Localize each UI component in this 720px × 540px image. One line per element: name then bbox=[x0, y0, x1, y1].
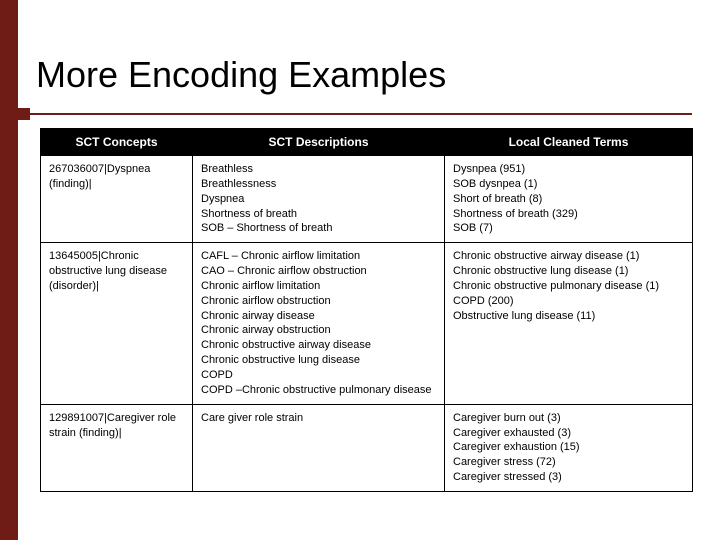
description-line: Chronic airway disease bbox=[201, 309, 436, 324]
local-term-line: SOB dysnpea (1) bbox=[453, 177, 684, 192]
local-term-line: Caregiver stressed (3) bbox=[453, 470, 684, 485]
encoding-table: SCT Concepts SCT Descriptions Local Clea… bbox=[40, 128, 693, 492]
local-term-line: Dysnpea (951) bbox=[453, 162, 684, 177]
local-term-line: Caregiver exhaustion (15) bbox=[453, 440, 684, 455]
description-line: Chronic obstructive airway disease bbox=[201, 338, 436, 353]
local-term-line: Caregiver burn out (3) bbox=[453, 411, 684, 426]
table-header-row: SCT Concepts SCT Descriptions Local Clea… bbox=[41, 129, 693, 156]
cell-local-terms: Dysnpea (951)SOB dysnpea (1)Short of bre… bbox=[445, 156, 693, 243]
description-line: SOB – Shortness of breath bbox=[201, 221, 436, 236]
description-line: Breathless bbox=[201, 162, 436, 177]
cell-local-terms: Caregiver burn out (3)Caregiver exhauste… bbox=[445, 404, 693, 491]
local-term-line: Chronic obstructive pulmonary disease (1… bbox=[453, 279, 684, 294]
local-term-line: Shortness of breath (329) bbox=[453, 207, 684, 222]
local-term-line: Chronic obstructive lung disease (1) bbox=[453, 264, 684, 279]
title-rule-line bbox=[30, 113, 692, 115]
local-term-line: Obstructive lung disease (11) bbox=[453, 309, 684, 324]
description-line: CAFL – Chronic airflow limitation bbox=[201, 249, 436, 264]
description-line: CAO – Chronic airflow obstruction bbox=[201, 264, 436, 279]
description-line: Breathlessness bbox=[201, 177, 436, 192]
cell-concept: 267036007|Dyspnea (finding)| bbox=[41, 156, 193, 243]
title-rule-square bbox=[18, 108, 30, 120]
local-term-line: Caregiver exhausted (3) bbox=[453, 426, 684, 441]
slide-title: More Encoding Examples bbox=[36, 54, 446, 96]
description-line: Chronic airflow limitation bbox=[201, 279, 436, 294]
description-line: Chronic airway obstruction bbox=[201, 323, 436, 338]
description-line: Chronic obstructive lung disease bbox=[201, 353, 436, 368]
description-line: COPD bbox=[201, 368, 436, 383]
col-header-descriptions: SCT Descriptions bbox=[193, 129, 445, 156]
cell-local-terms: Chronic obstructive airway disease (1)Ch… bbox=[445, 243, 693, 404]
description-line: Chronic airflow obstruction bbox=[201, 294, 436, 309]
local-term-line: SOB (7) bbox=[453, 221, 684, 236]
table-row: 13645005|Chronic obstructive lung diseas… bbox=[41, 243, 693, 404]
col-header-concepts: SCT Concepts bbox=[41, 129, 193, 156]
description-line: Shortness of breath bbox=[201, 207, 436, 222]
cell-concept: 13645005|Chronic obstructive lung diseas… bbox=[41, 243, 193, 404]
left-accent-stripe bbox=[0, 0, 18, 540]
description-line: COPD –Chronic obstructive pulmonary dise… bbox=[201, 383, 436, 398]
col-header-local-terms: Local Cleaned Terms bbox=[445, 129, 693, 156]
local-term-line: Caregiver stress (72) bbox=[453, 455, 684, 470]
local-term-line: Short of breath (8) bbox=[453, 192, 684, 207]
table-body: 267036007|Dyspnea (finding)|BreathlessBr… bbox=[41, 156, 693, 492]
cell-descriptions: Care giver role strain bbox=[193, 404, 445, 491]
cell-concept: 129891007|Caregiver role strain (finding… bbox=[41, 404, 193, 491]
local-term-line: COPD (200) bbox=[453, 294, 684, 309]
local-term-line: Chronic obstructive airway disease (1) bbox=[453, 249, 684, 264]
table-row: 267036007|Dyspnea (finding)|BreathlessBr… bbox=[41, 156, 693, 243]
cell-descriptions: CAFL – Chronic airflow limitationCAO – C… bbox=[193, 243, 445, 404]
description-line: Care giver role strain bbox=[201, 411, 436, 426]
table-row: 129891007|Caregiver role strain (finding… bbox=[41, 404, 693, 491]
description-line: Dyspnea bbox=[201, 192, 436, 207]
cell-descriptions: BreathlessBreathlessnessDyspneaShortness… bbox=[193, 156, 445, 243]
